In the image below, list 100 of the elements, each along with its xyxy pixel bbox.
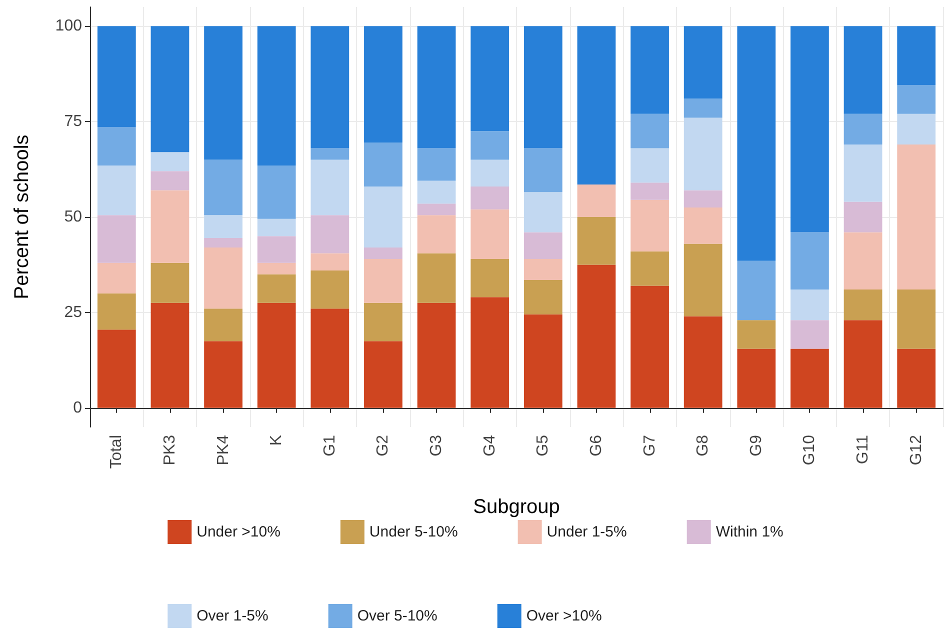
bar [470, 297, 510, 408]
bar [684, 190, 722, 208]
y-tick-label: 100 [55, 18, 82, 35]
bar [310, 253, 350, 270]
bar [577, 184, 616, 217]
x-tick-label: G7 [641, 434, 658, 456]
bar [790, 290, 829, 320]
bar [844, 26, 882, 114]
y-axis-title: Percent of schools [11, 134, 33, 300]
bar [417, 204, 456, 216]
bar [97, 330, 136, 408]
bar [524, 280, 562, 314]
bar [364, 248, 402, 259]
bar [257, 165, 296, 219]
bar [417, 148, 456, 181]
bar [844, 320, 882, 408]
bar [257, 236, 296, 263]
bar [204, 308, 242, 342]
x-tick-label: G9 [748, 434, 765, 456]
bar [577, 217, 616, 265]
bar [737, 320, 776, 349]
bar [150, 190, 190, 263]
legend-label: Under 5-10% [369, 524, 458, 540]
legend-label: Over >10% [526, 608, 602, 624]
bar [844, 202, 882, 232]
bar [844, 232, 882, 290]
bar [97, 165, 136, 216]
bar [470, 26, 510, 132]
bar [310, 270, 350, 309]
bar [417, 253, 456, 303]
legend-label: Over 1-5% [196, 608, 268, 624]
x-tick-label: G3 [428, 434, 446, 456]
bar [897, 348, 936, 408]
bar [204, 341, 242, 408]
bar [737, 26, 776, 261]
bar [364, 341, 402, 408]
x-tick-label: G8 [694, 434, 712, 456]
bar [364, 26, 402, 143]
bar [150, 171, 190, 190]
bar [257, 218, 296, 236]
x-tick-label: G1 [321, 434, 338, 456]
bar [470, 186, 510, 210]
bar [630, 251, 669, 286]
bar [417, 215, 456, 254]
bar [257, 262, 296, 274]
bar [204, 238, 242, 248]
x-tick-label: G11 [854, 434, 872, 464]
x-tick-label: G12 [908, 434, 925, 466]
bar [257, 274, 296, 303]
bar [684, 244, 722, 316]
y-tick-label: 50 [64, 208, 82, 226]
bar [470, 131, 510, 160]
x-tick-label: G2 [374, 434, 392, 456]
y-tick-label: 25 [64, 304, 82, 321]
bar [97, 215, 136, 263]
bar [310, 215, 350, 254]
bar [630, 182, 669, 200]
bar [417, 180, 456, 204]
bar [844, 290, 882, 320]
bar [470, 160, 510, 186]
bar [364, 186, 402, 248]
bar [97, 26, 136, 128]
bar [364, 259, 402, 303]
x-tick-label: G10 [801, 434, 818, 466]
x-tick-label: Total [108, 435, 126, 469]
bar [737, 348, 776, 408]
bar [577, 26, 616, 185]
bar [897, 144, 936, 290]
bar [204, 160, 242, 216]
bar [790, 348, 829, 408]
y-tick-label: 0 [73, 399, 82, 416]
bar [524, 26, 562, 148]
x-tick-label: G4 [481, 434, 498, 456]
bar [844, 114, 882, 144]
bar [150, 262, 190, 303]
bar [150, 152, 190, 172]
bar [897, 290, 936, 349]
bar [630, 200, 669, 252]
x-axis-title: Subgroup [473, 496, 560, 518]
bar [630, 148, 669, 183]
bar [684, 316, 722, 408]
bar [364, 142, 402, 186]
bar [97, 293, 136, 330]
bar [790, 232, 829, 290]
bar [364, 302, 402, 342]
bar [97, 262, 136, 294]
bar [310, 160, 350, 216]
x-tick-label: G5 [534, 434, 552, 456]
bar [897, 85, 936, 114]
bar [204, 215, 242, 238]
x-tick-label: G6 [588, 434, 605, 456]
bar [257, 302, 296, 408]
bar [790, 320, 829, 349]
bar [684, 118, 722, 190]
x-tick-label: PK3 [161, 434, 178, 466]
bar [790, 26, 829, 232]
y-tick-label: 75 [64, 113, 82, 130]
bar [524, 232, 562, 259]
bar [524, 314, 562, 408]
bar [524, 259, 562, 280]
